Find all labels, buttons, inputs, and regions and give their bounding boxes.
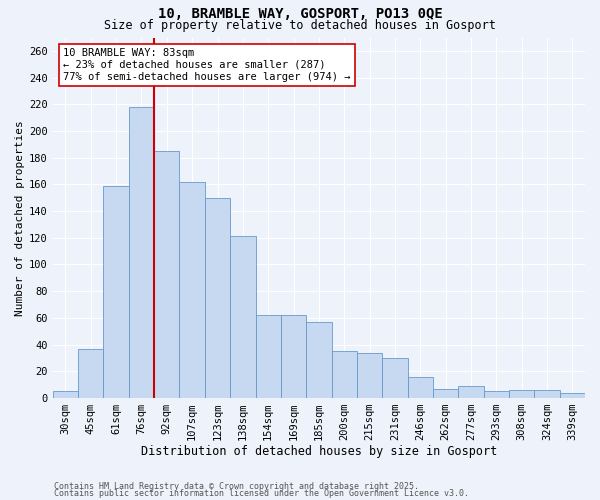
Text: Contains HM Land Registry data © Crown copyright and database right 2025.: Contains HM Land Registry data © Crown c… [54, 482, 419, 491]
X-axis label: Distribution of detached houses by size in Gosport: Distribution of detached houses by size … [141, 444, 497, 458]
Bar [560, 392, 585, 398]
Bar [332, 351, 357, 398]
Y-axis label: Number of detached properties: Number of detached properties [15, 120, 25, 316]
Bar [535, 390, 560, 398]
Bar [179, 182, 205, 398]
Bar [53, 392, 78, 398]
Bar [484, 392, 509, 398]
Bar [78, 348, 103, 398]
Bar [154, 151, 179, 398]
Bar [129, 107, 154, 398]
Bar [306, 322, 332, 398]
Bar [256, 315, 281, 398]
Bar [357, 352, 382, 398]
Text: 10 BRAMBLE WAY: 83sqm
← 23% of detached houses are smaller (287)
77% of semi-det: 10 BRAMBLE WAY: 83sqm ← 23% of detached … [64, 48, 351, 82]
Bar [509, 390, 535, 398]
Bar [458, 386, 484, 398]
Text: Contains public sector information licensed under the Open Government Licence v3: Contains public sector information licen… [54, 489, 469, 498]
Bar [205, 198, 230, 398]
Bar [433, 388, 458, 398]
Text: 10, BRAMBLE WAY, GOSPORT, PO13 0QE: 10, BRAMBLE WAY, GOSPORT, PO13 0QE [158, 8, 442, 22]
Bar [103, 186, 129, 398]
Text: Size of property relative to detached houses in Gosport: Size of property relative to detached ho… [104, 18, 496, 32]
Bar [230, 236, 256, 398]
Bar [407, 376, 433, 398]
Bar [382, 358, 407, 398]
Bar [281, 315, 306, 398]
